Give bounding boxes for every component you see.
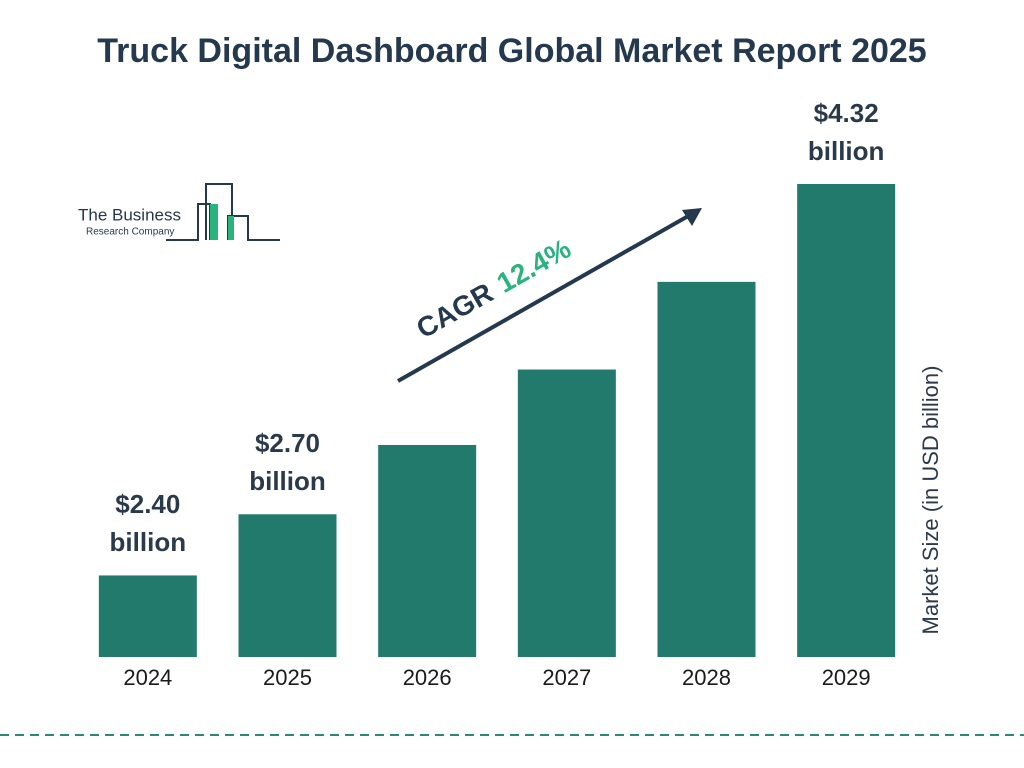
bar	[657, 281, 756, 657]
bar	[797, 184, 896, 657]
logo-text: The Business	[78, 205, 181, 224]
bar	[378, 444, 477, 657]
cagr-label: CAGR	[411, 277, 498, 345]
logo-text: Research Company	[86, 227, 174, 238]
x-tick-label: 2026	[403, 665, 452, 690]
x-tick-label: 2024	[123, 665, 172, 690]
cagr: CAGR12.4%	[397, 208, 702, 383]
value-label-box: $4.32 billion	[807, 98, 885, 166]
value-label-box: $2.40 billion	[109, 489, 187, 558]
value-label: $2.40 billion	[109, 489, 187, 558]
x-tick-label: 2028	[682, 665, 731, 690]
logo-shape	[166, 183, 280, 241]
bar	[517, 369, 616, 657]
cagr-arrowhead	[682, 208, 702, 226]
value-label-box: $2.70 billion	[249, 428, 326, 497]
x-tick-label: 2029	[822, 665, 871, 690]
logo: The Business Research Company	[78, 183, 280, 241]
logo-accent	[228, 216, 234, 240]
cagr-value: 12.4%	[492, 233, 576, 299]
bar	[98, 575, 197, 657]
value-label: $2.70 billion	[249, 428, 326, 497]
chart-title: Truck Digital Dashboard Global Market Re…	[97, 32, 927, 70]
bar	[238, 514, 337, 657]
y-axis-label: Market Size (in USD billion)	[918, 366, 943, 635]
logo-accent	[210, 204, 218, 240]
title-box: Truck Digital Dashboard Global Market Re…	[97, 32, 927, 70]
x-tick-label: 2027	[542, 665, 591, 690]
value-label: $4.32 billion	[807, 98, 885, 166]
x-tick-label: 2025	[263, 665, 312, 690]
cagr-arrow	[397, 213, 691, 383]
